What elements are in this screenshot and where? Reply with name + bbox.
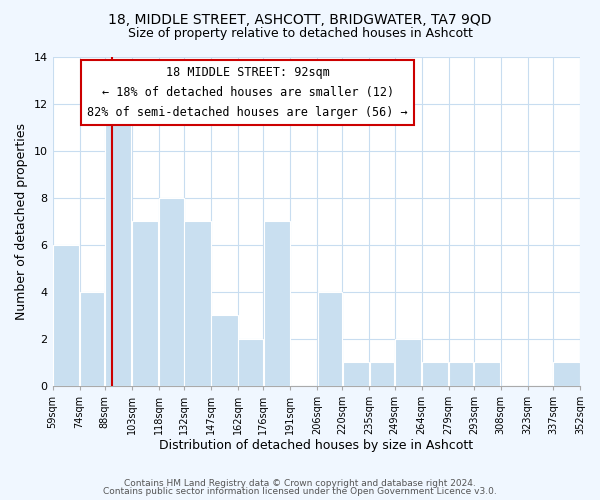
Bar (553, 362, 580, 386)
Bar (211, 315, 238, 386)
Bar (343, 362, 369, 386)
Bar (132, 221, 158, 386)
Bar (184, 221, 211, 386)
Text: Size of property relative to detached houses in Ashcott: Size of property relative to detached ho… (128, 28, 472, 40)
Bar (263, 221, 290, 386)
Text: Contains HM Land Registry data © Crown copyright and database right 2024.: Contains HM Land Registry data © Crown c… (124, 478, 476, 488)
Bar (449, 362, 473, 386)
Bar (80, 292, 104, 386)
Bar (474, 362, 500, 386)
Bar (238, 338, 263, 386)
Text: 18 MIDDLE STREET: 92sqm
← 18% of detached houses are smaller (12)
82% of semi-de: 18 MIDDLE STREET: 92sqm ← 18% of detache… (88, 66, 408, 120)
Bar (395, 338, 421, 386)
Bar (53, 244, 79, 386)
Bar (317, 292, 342, 386)
Bar (422, 362, 448, 386)
Text: 18, MIDDLE STREET, ASHCOTT, BRIDGWATER, TA7 9QD: 18, MIDDLE STREET, ASHCOTT, BRIDGWATER, … (108, 12, 492, 26)
Bar (370, 362, 394, 386)
Y-axis label: Number of detached properties: Number of detached properties (15, 122, 28, 320)
X-axis label: Distribution of detached houses by size in Ashcott: Distribution of detached houses by size … (159, 440, 473, 452)
Text: Contains public sector information licensed under the Open Government Licence v3: Contains public sector information licen… (103, 487, 497, 496)
Bar (159, 198, 184, 386)
Bar (105, 104, 131, 386)
